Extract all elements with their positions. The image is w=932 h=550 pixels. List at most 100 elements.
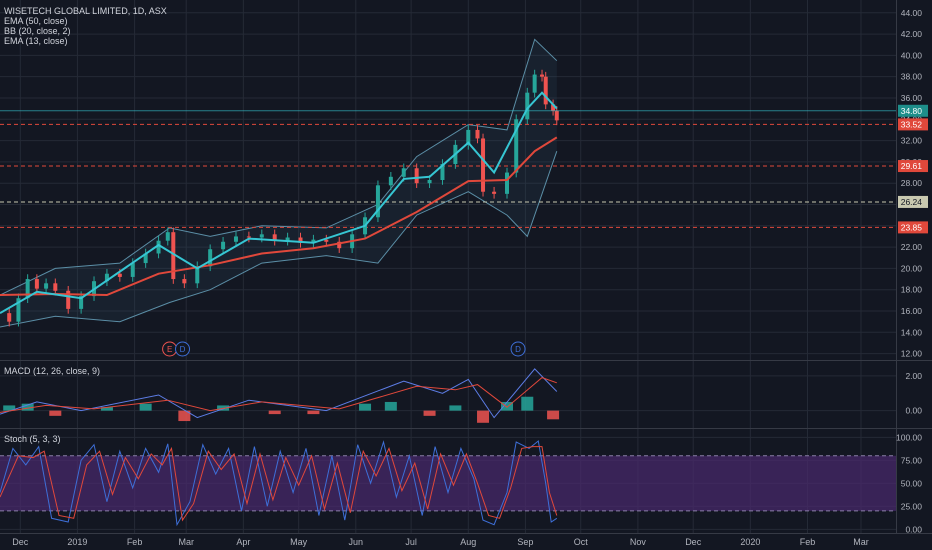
candle-body[interactable] (285, 237, 290, 241)
macd-histogram-bar[interactable] (139, 403, 152, 411)
candle-body[interactable] (427, 180, 432, 184)
candle-body[interactable] (171, 232, 176, 280)
candle-body[interactable] (117, 273, 122, 277)
candle-body[interactable] (221, 241, 226, 250)
candle-body[interactable] (53, 283, 58, 291)
x-tick-label: Feb (127, 537, 143, 547)
candle-body[interactable] (481, 138, 486, 192)
x-tick-label: Jun (349, 537, 364, 547)
macd-histogram-bar[interactable] (477, 410, 490, 423)
candle-body[interactable] (440, 164, 445, 180)
candle-body[interactable] (259, 234, 264, 238)
x-tick-label: 2019 (67, 537, 87, 547)
candle-body[interactable] (525, 92, 530, 120)
macd-histogram-bar[interactable] (49, 410, 62, 416)
candle-body[interactable] (375, 185, 380, 218)
stoch-d-line[interactable] (0, 446, 558, 522)
candle-body[interactable] (16, 298, 21, 322)
macd-histogram-bar[interactable] (178, 410, 191, 422)
level-label: 23.85 (901, 222, 923, 232)
macd-y-tick-label: 2.00 (905, 371, 922, 381)
macd-histogram-bar[interactable] (21, 403, 34, 411)
grid-layer (0, 0, 932, 534)
macd-histogram-bar[interactable] (359, 403, 372, 411)
macd-histogram-bar[interactable] (423, 410, 436, 416)
candle-body[interactable] (504, 172, 509, 194)
candle-body[interactable] (182, 279, 187, 284)
candle-body[interactable] (104, 273, 109, 282)
candle-body[interactable] (466, 129, 471, 145)
candle-body[interactable] (7, 313, 12, 322)
stoch-k-line[interactable] (0, 440, 558, 527)
ema13-line[interactable] (0, 91, 558, 314)
candle-body[interactable] (25, 279, 30, 299)
candle-body[interactable] (143, 253, 148, 264)
chart-legend: WISETECH GLOBAL LIMITED, 1D, ASX EMA (50… (4, 6, 167, 46)
event-marker-label: D (515, 345, 521, 354)
macd-histogram-bar[interactable] (521, 396, 534, 411)
candle-body[interactable] (34, 279, 39, 289)
macd-histogram-bar[interactable] (384, 401, 397, 411)
candle-body[interactable] (514, 119, 519, 173)
candle-body[interactable] (44, 283, 49, 289)
candle-body[interactable] (311, 239, 316, 243)
macd-histogram-bar[interactable] (449, 405, 462, 411)
signal-line[interactable] (0, 377, 557, 413)
macd-legend[interactable]: MACD (12, 26, close, 9) (4, 366, 101, 376)
legend-ema50[interactable]: EMA (50, close) (4, 16, 68, 26)
candle-body[interactable] (66, 290, 71, 309)
macd-histogram-bar[interactable] (268, 410, 281, 415)
macd-y-tick-label: 0.00 (905, 406, 922, 416)
candle-body[interactable] (79, 296, 84, 309)
stoch-y-tick-label: 0.00 (905, 524, 922, 534)
candle-body[interactable] (388, 176, 393, 186)
candle-body[interactable] (156, 240, 161, 254)
candle-body[interactable] (401, 168, 406, 177)
candle-body[interactable] (298, 237, 303, 243)
candle-body[interactable] (475, 129, 480, 139)
legend-ema13[interactable]: EMA (13, close) (4, 36, 68, 46)
candle-body[interactable] (414, 168, 419, 184)
macd-histogram-bar[interactable] (3, 405, 16, 411)
stoch-y-tick-label: 50.00 (901, 478, 923, 488)
macd-histogram-bar[interactable] (100, 407, 113, 411)
stoch-pane[interactable] (0, 440, 896, 527)
candle-body[interactable] (233, 236, 238, 242)
price-y-tick-label: 14.00 (901, 327, 923, 337)
candle-body[interactable] (543, 76, 548, 105)
macd-histogram-bar[interactable] (500, 401, 513, 411)
candle-body[interactable] (130, 263, 135, 277)
price-y-tick-label: 32.00 (901, 136, 923, 146)
stoch-legend[interactable]: Stoch (5, 3, 3) (4, 434, 61, 444)
bb-lower-line[interactable] (0, 151, 558, 328)
macd-pane[interactable] (0, 368, 560, 423)
candle-body[interactable] (532, 74, 537, 93)
stoch-band (0, 455, 896, 511)
candle-body[interactable] (195, 266, 200, 284)
candle-body[interactable] (165, 232, 170, 241)
event-marker-label: E (167, 345, 172, 354)
x-tick-label: May (290, 537, 308, 547)
legend-bb[interactable]: BB (20, close, 2) (4, 26, 71, 36)
candle-body[interactable] (540, 74, 545, 77)
macd-histogram-bar[interactable] (547, 410, 560, 420)
macd-histogram-bar[interactable] (307, 410, 320, 415)
candle-body[interactable] (492, 191, 497, 194)
bb-upper-line[interactable] (0, 38, 558, 296)
candle-body[interactable] (324, 239, 329, 242)
ema50-line[interactable] (0, 136, 558, 297)
symbol-title[interactable]: WISETECH GLOBAL LIMITED, 1D, ASX (4, 6, 167, 16)
event-marker[interactable] (175, 341, 191, 357)
candle-body[interactable] (272, 234, 277, 241)
level-label: 29.61 (901, 161, 923, 171)
candle-body[interactable] (246, 236, 251, 238)
event-marker[interactable] (510, 341, 526, 357)
candle-body[interactable] (551, 104, 556, 111)
last-price-box (898, 104, 928, 117)
candle-body[interactable] (337, 241, 342, 249)
macd-line[interactable] (0, 368, 558, 419)
candle-body[interactable] (208, 249, 213, 267)
candle-body[interactable] (554, 110, 559, 121)
